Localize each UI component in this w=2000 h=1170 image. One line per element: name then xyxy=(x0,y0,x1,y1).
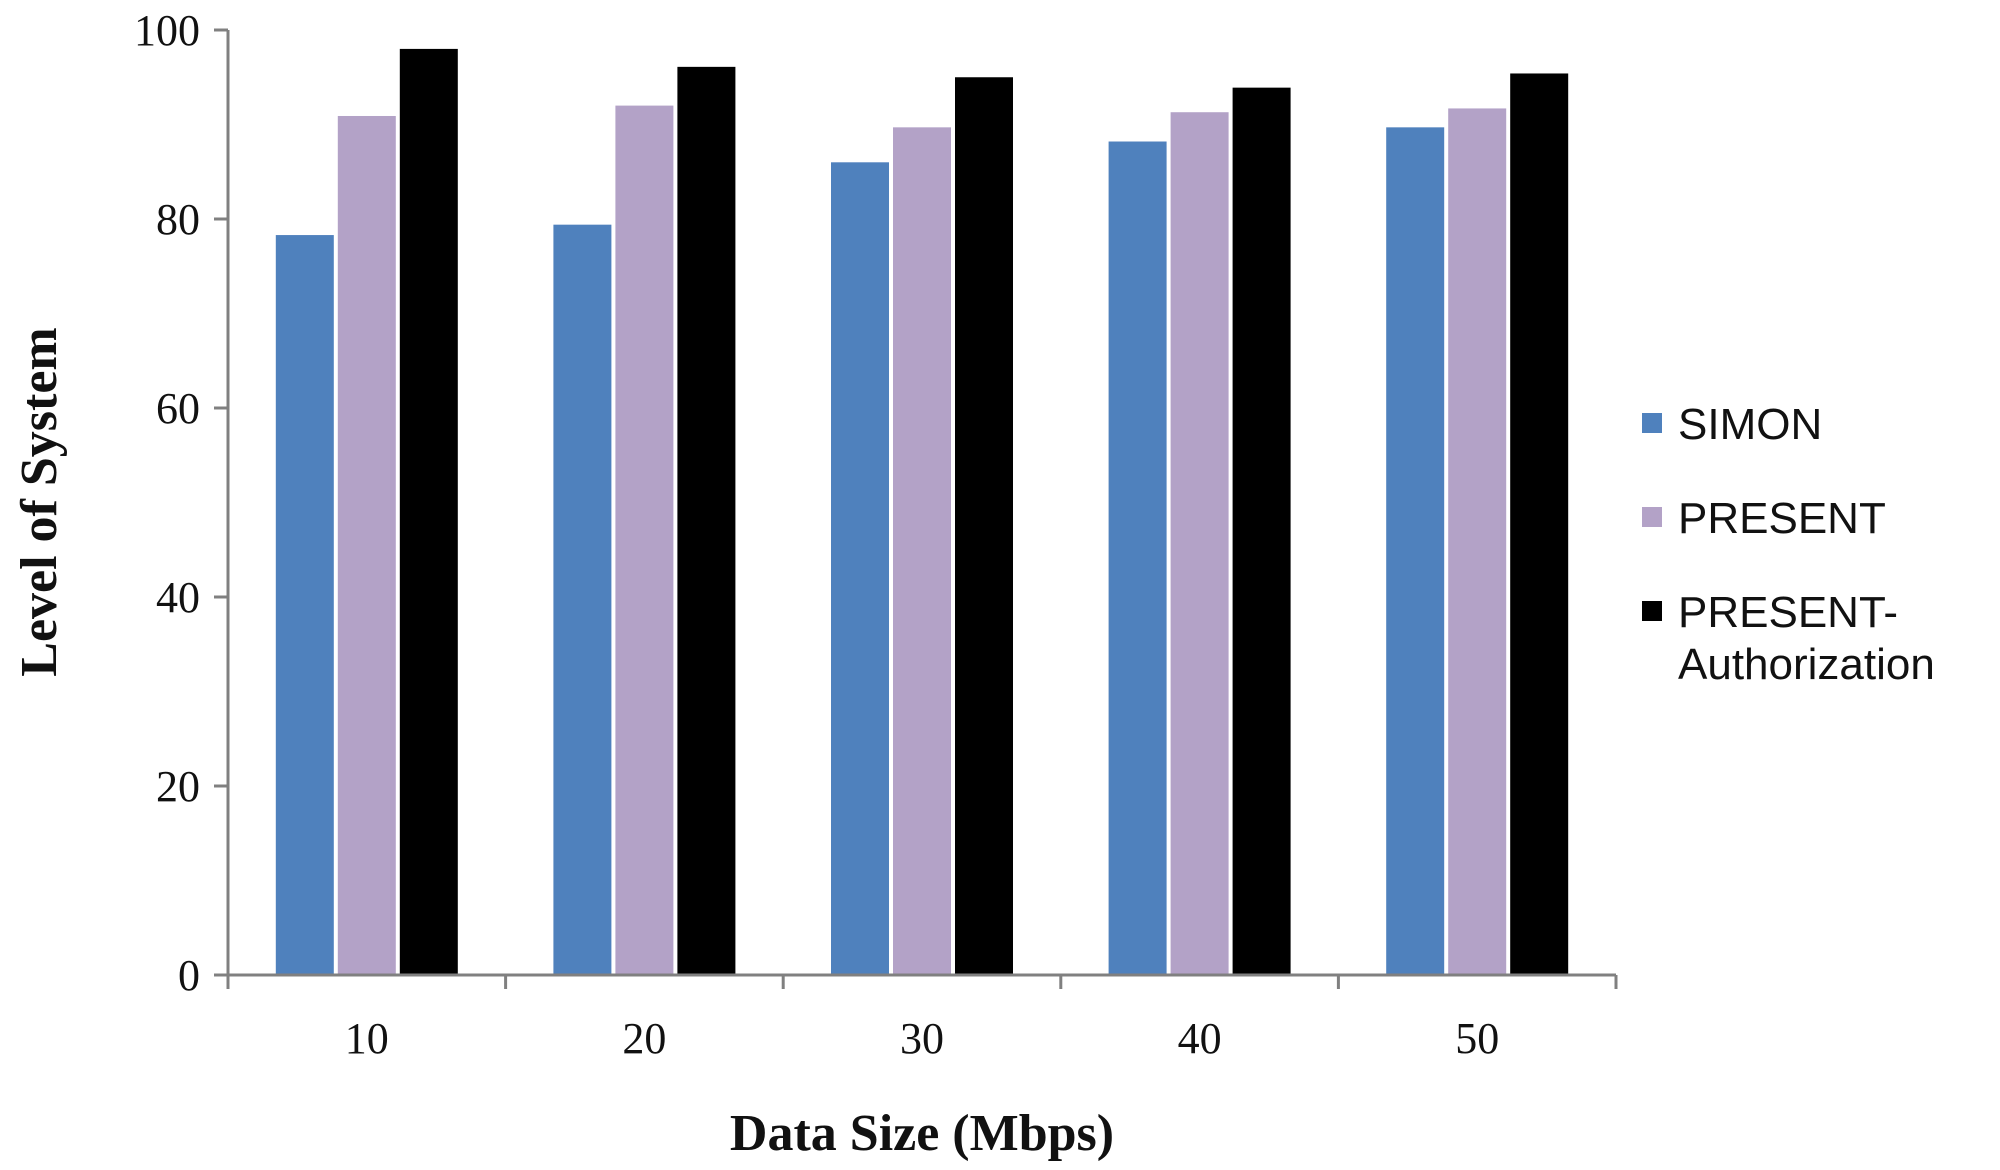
bar-present-authorization-50 xyxy=(1510,73,1569,976)
x-tick-label: 40 xyxy=(1178,1014,1222,1063)
x-tick-label: 20 xyxy=(622,1014,666,1063)
legend-swatch xyxy=(1642,507,1662,527)
y-tick-label: 60 xyxy=(156,384,200,433)
x-tick-label: 10 xyxy=(345,1014,389,1063)
bar-present-authorization-40 xyxy=(1232,87,1291,975)
bar-present-30 xyxy=(893,127,951,975)
x-axis-title: Data Size (Mbps) xyxy=(730,1105,1114,1162)
x-tick-label: 30 xyxy=(900,1014,944,1063)
bar-present-40 xyxy=(1170,112,1229,976)
bar-present-50 xyxy=(1448,108,1507,975)
bar-present-10 xyxy=(337,115,396,976)
legend-swatch xyxy=(1642,601,1662,621)
bar-simon-50 xyxy=(1386,127,1445,975)
bar-simon-20 xyxy=(553,224,612,976)
y-tick-label: 40 xyxy=(156,573,200,622)
legend-label: PRESENT- xyxy=(1678,588,1898,637)
legend-label: Authorization xyxy=(1678,640,1935,689)
y-tick-label: 0 xyxy=(178,951,200,1000)
bar-simon-10 xyxy=(275,235,334,975)
bar-present-authorization-30 xyxy=(955,77,1013,975)
bars-group xyxy=(275,48,1569,976)
legend-swatch xyxy=(1642,413,1662,433)
bar-simon-30 xyxy=(831,162,889,976)
y-tick-label: 100 xyxy=(134,6,200,55)
y-tick-label: 80 xyxy=(156,195,200,244)
legend-label: SIMON xyxy=(1678,400,1822,449)
y-tick-label: 20 xyxy=(156,762,200,811)
bar-present-20 xyxy=(615,105,674,976)
bar-present-authorization-10 xyxy=(399,48,458,975)
y-axis-ticks: 0 20 40 60 80 100 xyxy=(134,6,228,1000)
legend: SIMON PRESENT PRESENT-Authorization xyxy=(1642,400,1935,689)
legend-label: PRESENT xyxy=(1678,494,1886,543)
x-tick-label: 50 xyxy=(1455,1014,1499,1063)
y-axis-title: Level of System xyxy=(11,327,68,676)
x-axis-ticks: 10 20 30 40 50 xyxy=(226,975,1618,1063)
bar-simon-40 xyxy=(1108,141,1167,975)
bar-present-authorization-20 xyxy=(677,66,736,976)
